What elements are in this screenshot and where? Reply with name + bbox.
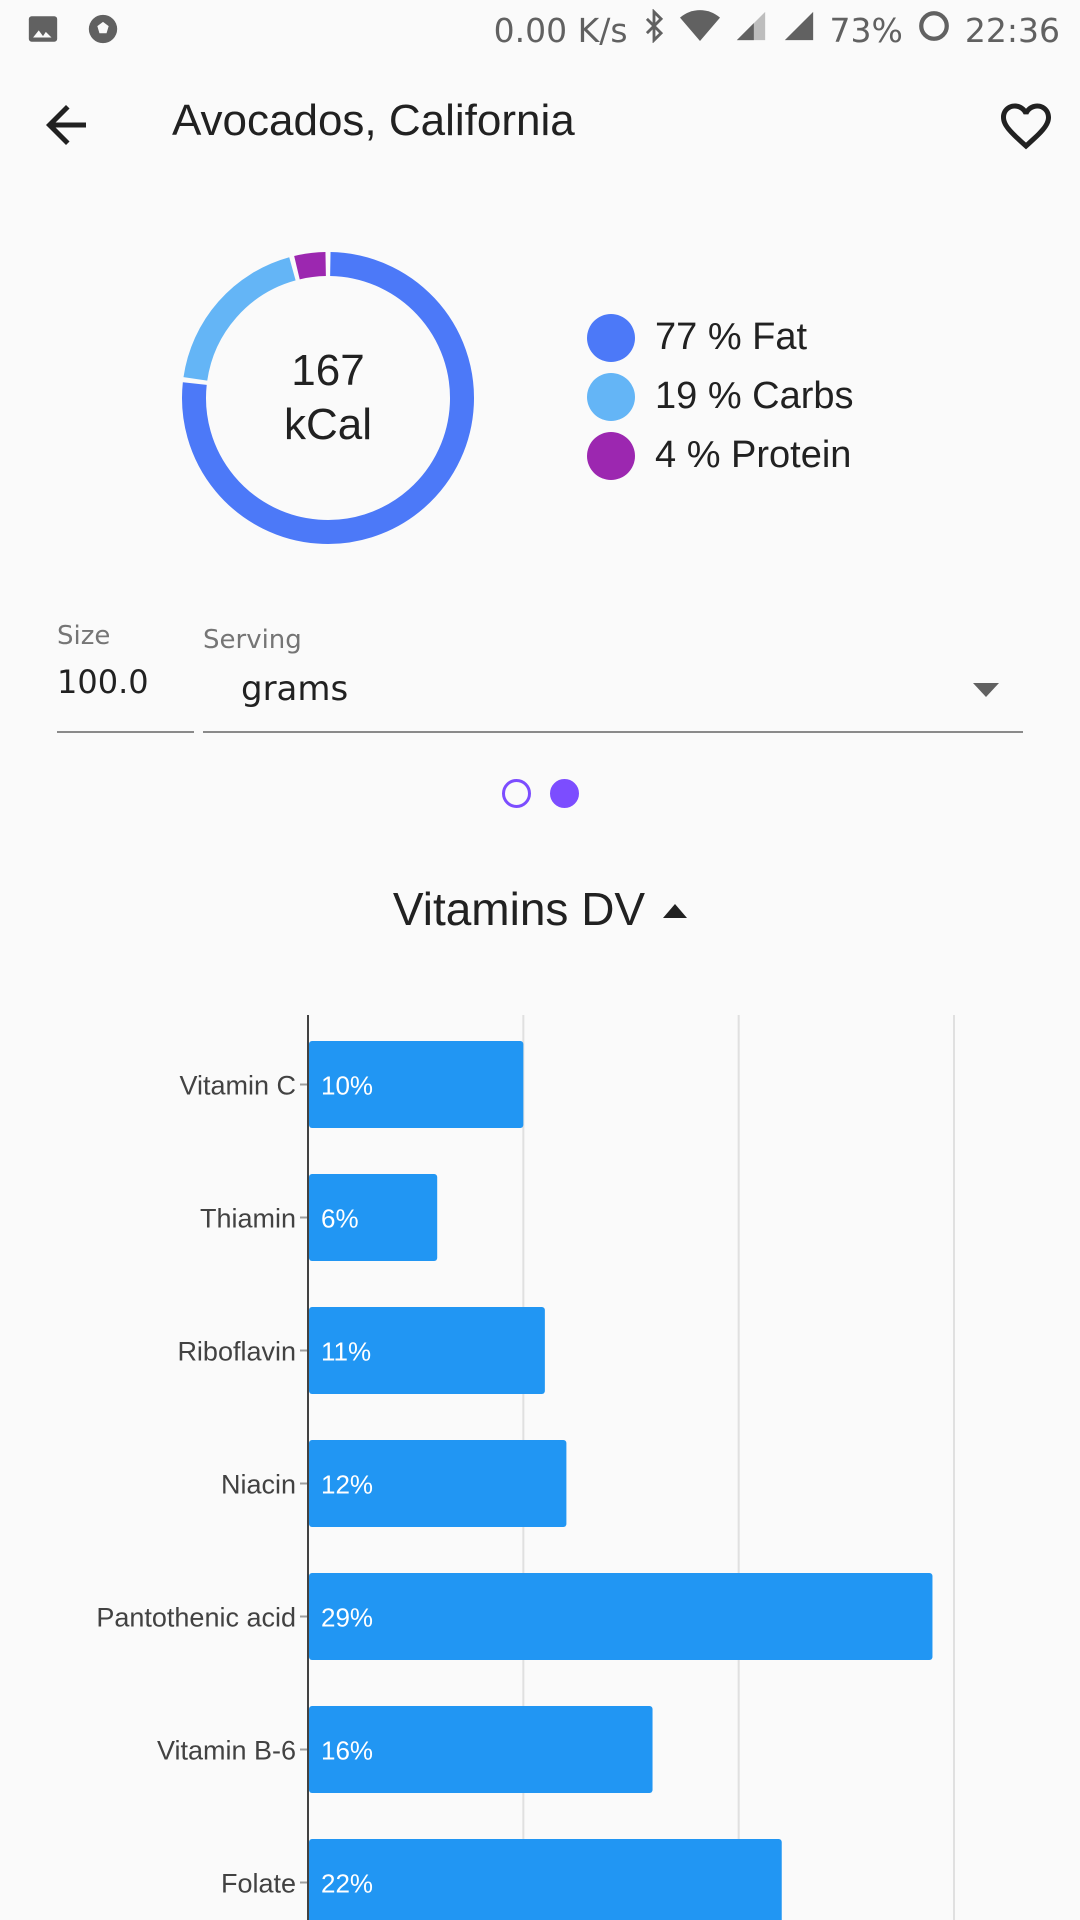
status-bar-left bbox=[26, 12, 120, 50]
macro-legend: 77 % Fat 19 % Carbs 4 % Protein bbox=[587, 308, 854, 485]
bar-pantothenic-acid bbox=[309, 1573, 933, 1660]
size-field[interactable]: Size 100.0 bbox=[57, 615, 194, 733]
vitamins-bar-chart: 10% Vitamin C 6% Thiamin 11% Riboflavin 12% Nia… bbox=[0, 1015, 1080, 1920]
bar-data-label: 12% bbox=[321, 1470, 373, 1500]
legend-item-fat: 77 % Fat bbox=[587, 308, 854, 367]
back-button[interactable] bbox=[36, 95, 96, 155]
legend-dot-carbs bbox=[587, 372, 635, 421]
favorite-button[interactable] bbox=[996, 96, 1056, 156]
signal-roaming-icon bbox=[734, 9, 768, 51]
status-bar: 0.00 K/s 73% 22:36 bbox=[0, 0, 1080, 60]
wifi-icon bbox=[679, 9, 720, 51]
serving-label: Serving bbox=[203, 625, 302, 655]
bar-niacin bbox=[309, 1440, 567, 1527]
section-title: Vitamins DV bbox=[392, 883, 646, 935]
legend-dot-fat bbox=[587, 313, 635, 362]
category-label: Thiamin bbox=[200, 1204, 296, 1234]
donut-slice-fat bbox=[182, 252, 474, 544]
bar-data-label: 29% bbox=[321, 1603, 373, 1633]
bar-data-label: 22% bbox=[321, 1869, 373, 1899]
arrow-back-icon bbox=[46, 105, 86, 145]
category-label: Vitamin B-6 bbox=[157, 1736, 296, 1766]
app-bar: Avocados, California bbox=[0, 60, 1080, 190]
legend-label-carbs: 19 % Carbs bbox=[655, 375, 854, 417]
legend-dot-protein bbox=[587, 431, 635, 480]
bar-vitamin-b-6 bbox=[309, 1706, 653, 1793]
legend-item-protein: 4 % Protein bbox=[587, 426, 854, 485]
bar-chart-svg: 10% Vitamin C 6% Thiamin 11% Riboflavin 12% Nia… bbox=[96, 1015, 955, 1920]
macro-donut-chart: 167 kCal bbox=[178, 248, 478, 548]
category-label: Pantothenic acid bbox=[96, 1603, 296, 1633]
calorie-value: 167 bbox=[291, 346, 365, 395]
battery-ring-icon bbox=[917, 9, 951, 51]
category-label: Niacin bbox=[221, 1470, 296, 1500]
dropdown-arrow-icon[interactable] bbox=[973, 683, 999, 697]
bar-folate bbox=[309, 1839, 782, 1920]
battery-percent: 73% bbox=[829, 10, 903, 50]
category-label: Folate bbox=[221, 1869, 296, 1899]
net-speed: 0.00 K/s bbox=[493, 10, 628, 50]
bar-data-label: 10% bbox=[321, 1071, 373, 1101]
image-icon bbox=[26, 12, 60, 50]
calorie-unit: kCal bbox=[283, 400, 373, 449]
size-label: Size bbox=[57, 621, 111, 651]
legend-label-protein: 4 % Protein bbox=[655, 434, 852, 476]
donut-slice-carbs bbox=[183, 257, 296, 381]
page-indicator bbox=[502, 779, 579, 808]
bar-data-label: 11% bbox=[321, 1337, 371, 1367]
legend-label-fat: 77 % Fat bbox=[655, 316, 808, 358]
legend-item-carbs: 19 % Carbs bbox=[587, 367, 854, 426]
donut-svg bbox=[182, 252, 474, 544]
bar-data-label: 16% bbox=[321, 1736, 373, 1766]
category-label: Riboflavin bbox=[177, 1337, 296, 1367]
serving-dropdown[interactable]: Serving grams bbox=[203, 615, 1023, 733]
status-bar-right: 0.00 K/s 73% 22:36 bbox=[494, 6, 1060, 54]
caret-up-icon[interactable] bbox=[663, 904, 688, 918]
vitamins-section-header[interactable]: Vitamins DV bbox=[0, 882, 1080, 936]
donut-slice-protein bbox=[294, 252, 327, 280]
soccer-ball-icon bbox=[86, 12, 120, 50]
page-dot-2[interactable] bbox=[550, 779, 579, 808]
bar-thiamin bbox=[309, 1174, 438, 1261]
heart-outline-icon bbox=[1001, 103, 1051, 150]
bluetooth-icon bbox=[642, 8, 666, 51]
size-value[interactable]: 100.0 bbox=[57, 663, 149, 701]
calorie-summary: 167 kCal bbox=[178, 248, 478, 548]
clock: 22:36 bbox=[964, 10, 1060, 50]
category-label: Vitamin C bbox=[179, 1071, 296, 1101]
page-dot-1[interactable] bbox=[502, 779, 531, 808]
signal-icon bbox=[782, 9, 816, 51]
bar-data-label: 6% bbox=[321, 1204, 359, 1234]
serving-value[interactable]: grams bbox=[241, 669, 349, 709]
bar-vitamin-c bbox=[309, 1041, 524, 1128]
bar-riboflavin bbox=[309, 1307, 545, 1394]
page-title: Avocados, California bbox=[172, 96, 575, 145]
